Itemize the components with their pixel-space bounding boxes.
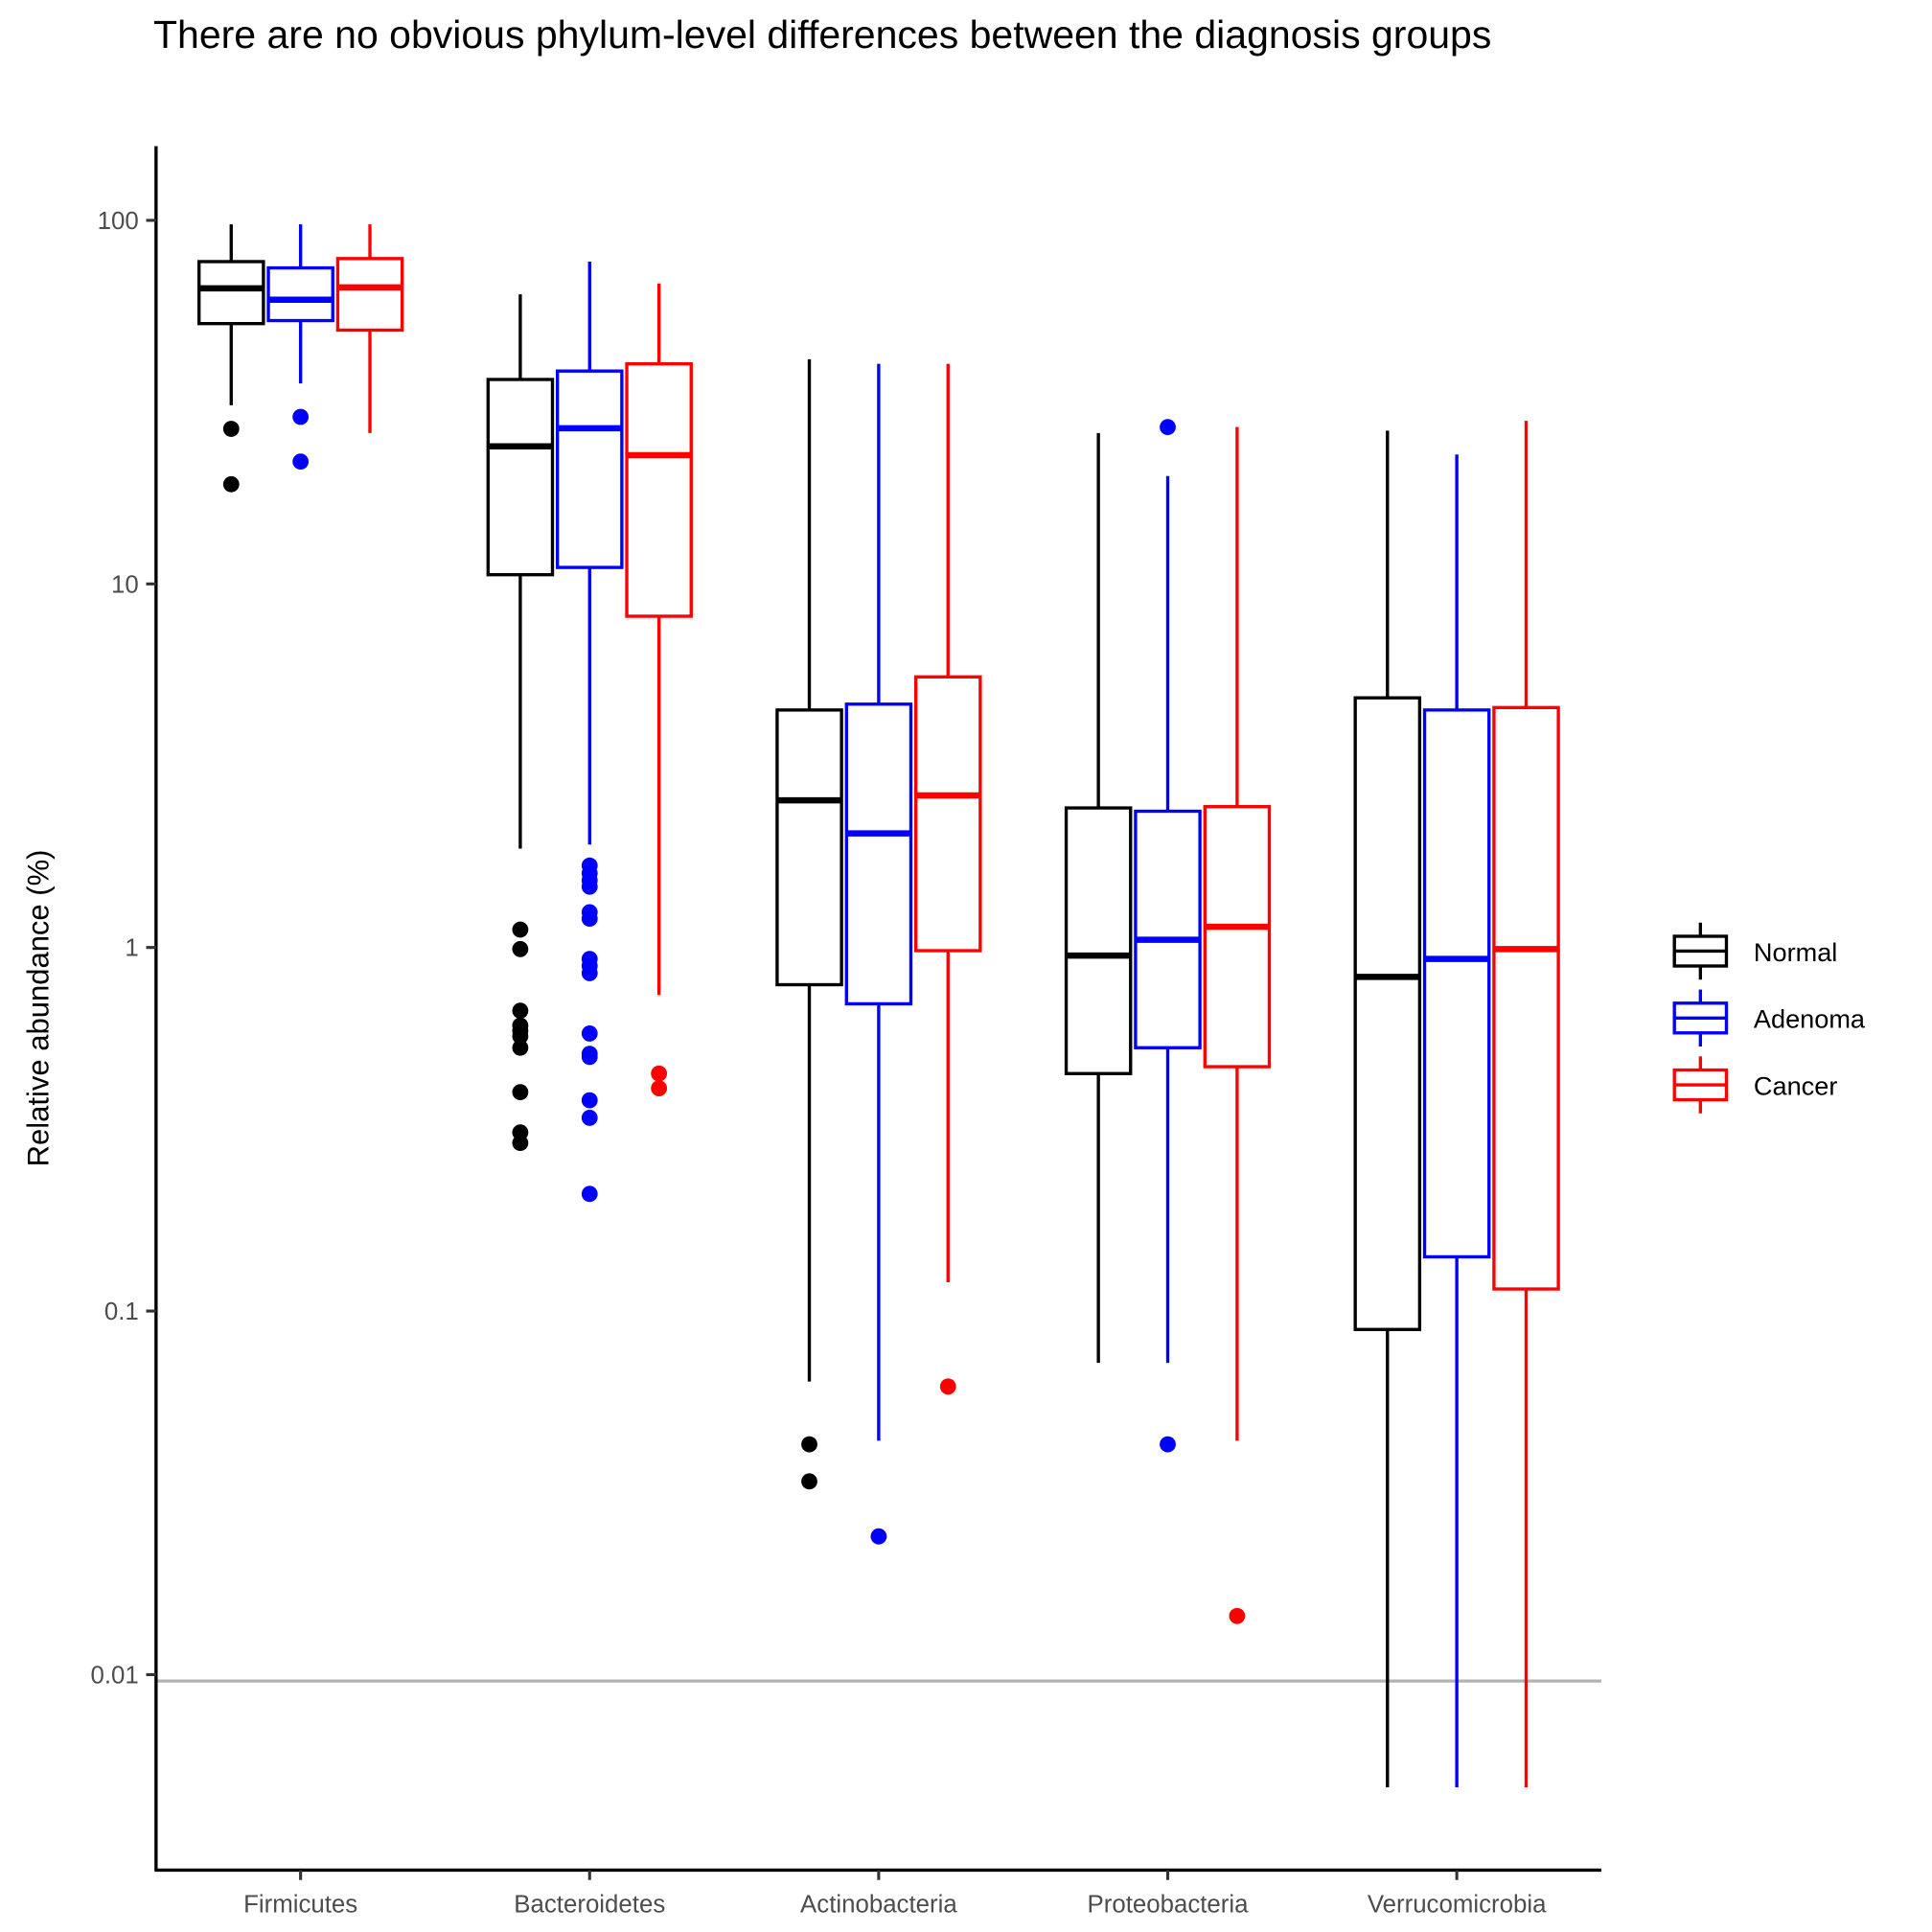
- outlier-point: [581, 1185, 598, 1203]
- legend-label: Adenoma: [1754, 1004, 1866, 1034]
- x-tick-label: Actinobacteria: [800, 1891, 957, 1918]
- box-iqr: [625, 361, 693, 618]
- box-iqr: [1353, 696, 1422, 1331]
- box-iqr: [335, 257, 404, 333]
- y-tick-label: 0.1: [104, 1299, 139, 1325]
- legend-item-cancer: Cancer: [1672, 1056, 1837, 1114]
- chart-title: There are no obvious phylum-level differ…: [153, 12, 1492, 57]
- outlier-point: [581, 910, 598, 928]
- legend: Normal Adenoma Cancer: [1672, 922, 1866, 1114]
- outlier-point: [1160, 419, 1176, 436]
- outlier-point: [581, 1048, 598, 1066]
- outlier-point: [222, 421, 240, 437]
- y-tick-label: 10: [111, 571, 139, 598]
- boxplot-cancer-actinobacteria: [913, 363, 982, 1395]
- outlier-point: [512, 1135, 529, 1152]
- outlier-point: [512, 921, 529, 938]
- y-tick-label: 0.01: [90, 1662, 138, 1689]
- boxplot-adenoma-actinobacteria: [844, 363, 913, 1545]
- x-tick-label: Verrucomicrobia: [1368, 1891, 1547, 1918]
- box-iqr: [266, 265, 334, 323]
- boxplot-normal-bacteroidetes: [486, 294, 555, 1152]
- boxplot-cancer-verrucomicrobia: [1492, 421, 1560, 1787]
- legend-label: Cancer: [1754, 1070, 1837, 1100]
- boxplot-normal-verrucomicrobia: [1353, 430, 1422, 1787]
- boxplot-cancer-firmicutes: [335, 224, 404, 433]
- x-tick-label: Proteobacteria: [1088, 1891, 1250, 1918]
- boxplot-adenoma-firmicutes: [266, 224, 334, 471]
- outlier-point: [581, 965, 598, 981]
- outlier-point: [512, 1039, 529, 1056]
- legend-item-adenoma: Adenoma: [1672, 989, 1866, 1046]
- box-iqr: [775, 708, 843, 987]
- legend-label: Normal: [1754, 937, 1837, 967]
- boxplot-cancer-proteobacteria: [1203, 426, 1272, 1624]
- outlier-point: [1160, 1436, 1176, 1453]
- boxplot-normal-actinobacteria: [775, 358, 843, 1490]
- x-tick-label: Firmicutes: [243, 1891, 357, 1918]
- box-iqr: [1422, 708, 1491, 1259]
- box-iqr: [1492, 705, 1560, 1291]
- outlier-point: [512, 1027, 529, 1045]
- outlier-point: [651, 1080, 668, 1096]
- outlier-point: [222, 475, 240, 493]
- outlier-point: [801, 1473, 817, 1490]
- boxplot-adenoma-bacteroidetes: [555, 261, 624, 1203]
- x-tick-label: Bacteroidetes: [514, 1891, 665, 1918]
- y-axis-label: Relative abundance (%): [21, 850, 55, 1167]
- box-iqr: [486, 378, 555, 577]
- boxplot-normal-firmicutes: [196, 224, 265, 493]
- outlier-point: [581, 1092, 598, 1109]
- outlier-point: [512, 1084, 529, 1101]
- y-tick-label: 100: [98, 208, 139, 235]
- box-iqr: [1203, 805, 1272, 1069]
- box-iqr: [196, 260, 265, 326]
- outlier-point: [512, 1002, 529, 1020]
- outlier-point: [292, 408, 310, 426]
- box-iqr: [555, 369, 624, 569]
- box-iqr: [1134, 809, 1202, 1049]
- outlier-point: [581, 878, 598, 895]
- boxes-layer: [196, 224, 1560, 1787]
- outlier-point: [292, 453, 310, 471]
- box-iqr: [1064, 806, 1133, 1075]
- boxplot-adenoma-proteobacteria: [1134, 419, 1202, 1453]
- outlier-point: [581, 1110, 598, 1126]
- outlier-point: [801, 1436, 817, 1453]
- box-iqr: [844, 702, 913, 1006]
- outlier-point: [939, 1378, 956, 1395]
- boxplot-adenoma-verrucomicrobia: [1422, 454, 1491, 1787]
- y-tick-label: 1: [125, 935, 138, 962]
- legend-item-normal: Normal: [1672, 922, 1837, 980]
- boxplot-normal-proteobacteria: [1064, 432, 1133, 1364]
- outlier-point: [651, 1065, 668, 1082]
- outlier-point: [1229, 1607, 1246, 1624]
- axes: 100 10 1 0.1 0.01 Firmicutes Bacteroidetes Acti…: [90, 146, 1601, 1918]
- outlier-point: [512, 940, 529, 957]
- boxplot-cancer-bacteroidetes: [625, 283, 693, 1096]
- box-iqr: [913, 675, 982, 953]
- outlier-point: [581, 1025, 598, 1042]
- outlier-point: [870, 1528, 887, 1545]
